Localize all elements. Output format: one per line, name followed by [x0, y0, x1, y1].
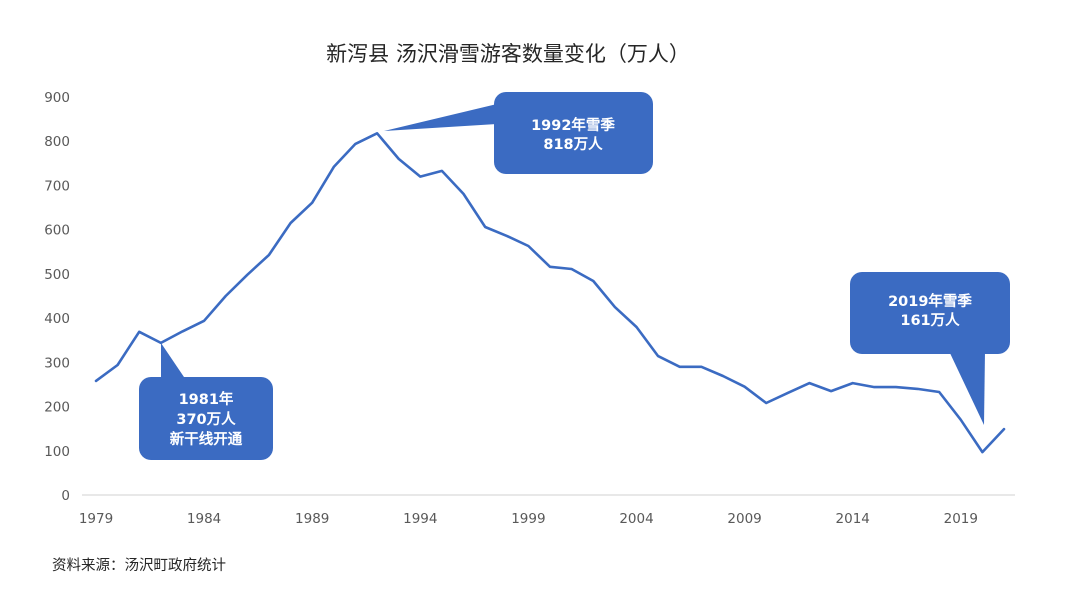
y-tick-label: 500 [44, 267, 70, 283]
y-tick-label: 800 [44, 134, 70, 150]
callout-line: 1981年 [179, 390, 234, 408]
callout-2019: 2019年雪季 161万人 [850, 272, 1010, 425]
x-tick-label: 2009 [727, 511, 761, 527]
y-tick-label: 100 [44, 444, 70, 460]
chart-title: 新泻县 汤沢滑雪游客数量变化（万人） [326, 42, 690, 66]
x-tick-label: 2014 [836, 511, 870, 527]
series-line-visitors [94, 132, 1006, 454]
callout-1992: 1992年雪季 818万人 [384, 92, 653, 174]
x-tick-label: 1999 [511, 511, 545, 527]
x-tick-label: 2019 [944, 511, 978, 527]
callout-pointer [161, 343, 186, 380]
y-tick-label: 900 [44, 90, 70, 106]
callout-line: 2019年雪季 [888, 292, 972, 310]
y-tick-label: 600 [44, 223, 70, 239]
callout-1981: 1981年 370万人 新干线开通 [139, 343, 273, 460]
y-axis-tick-labels: 0 100 200 300 400 500 600 700 800 900 [44, 90, 70, 504]
x-tick-label: 1984 [187, 511, 221, 527]
callout-line: 1992年雪季 [531, 116, 615, 134]
x-tick-label: 1979 [79, 511, 113, 527]
y-tick-label: 0 [61, 488, 70, 504]
callout-line: 818万人 [543, 136, 603, 153]
callout-pointer [949, 351, 985, 425]
source-note: 资料来源：汤沢町政府统计 [52, 557, 226, 574]
callout-box [139, 377, 273, 460]
x-axis-tick-labels: 1979 1984 1989 1994 1999 2004 2009 2014 2019 [79, 511, 978, 527]
callout-line: 370万人 [176, 411, 236, 428]
callout-line: 新干线开通 [170, 430, 243, 448]
y-tick-label: 700 [44, 178, 70, 194]
x-tick-label: 1989 [295, 511, 329, 527]
x-tick-label: 2004 [619, 511, 653, 527]
callout-box [494, 92, 653, 174]
callout-box [850, 272, 1010, 354]
callout-pointer [384, 104, 497, 131]
y-tick-label: 400 [44, 311, 70, 327]
y-tick-label: 300 [44, 355, 70, 371]
y-tick-label: 200 [44, 400, 70, 416]
x-tick-label: 1994 [403, 511, 437, 527]
callout-line: 161万人 [900, 312, 960, 329]
